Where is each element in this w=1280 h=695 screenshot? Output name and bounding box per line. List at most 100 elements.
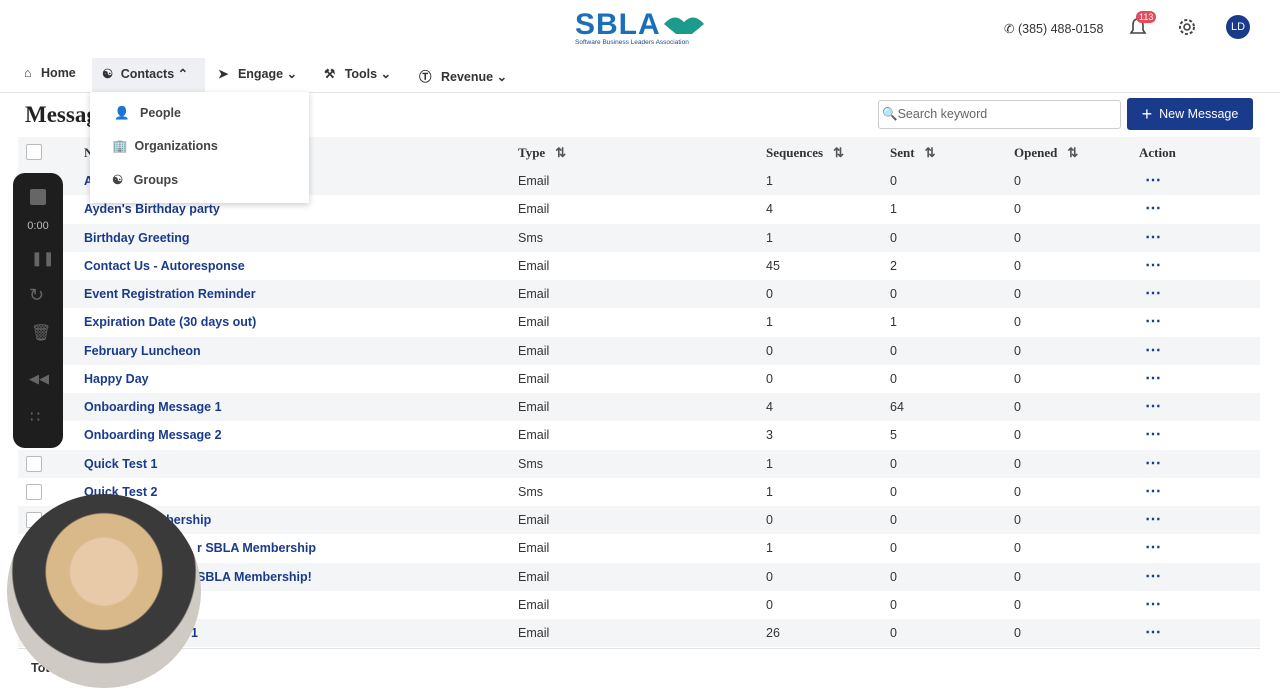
cell: Email (518, 541, 550, 556)
column-header[interactable]: Sequences ⇅ (766, 145, 844, 160)
settings[interactable] (1176, 16, 1198, 38)
action-menu[interactable]: ⋯ (1145, 595, 1161, 613)
message-name[interactable]: SBLA Membership! (197, 569, 312, 584)
cell: 1 (766, 456, 773, 471)
column-header: Action (1139, 145, 1176, 160)
collapse[interactable]: ◀◀ (29, 371, 49, 386)
message-name[interactable]: Contact Us - Autoresponse (84, 258, 245, 273)
action-menu[interactable]: ⋯ (1145, 172, 1161, 189)
cell: 0 (890, 456, 897, 471)
cell: Email (518, 428, 550, 443)
action-menu[interactable]: ⋯ (1145, 228, 1161, 246)
dropdown-item[interactable]: ☯ Groups (112, 173, 179, 187)
action-menu[interactable]: ⋯ (1145, 454, 1161, 472)
checkbox[interactable] (26, 483, 42, 500)
action-menu[interactable]: ⋯ (1145, 567, 1161, 585)
column-header[interactable]: Opened ⇅ (1014, 145, 1079, 160)
cell: 4 (766, 202, 773, 217)
cell: 0 (1014, 202, 1021, 217)
cell: 0 (1014, 456, 1021, 471)
action-menu[interactable]: ⋯ (1145, 313, 1161, 331)
message-name[interactable]: February Luncheon (84, 343, 201, 358)
grid[interactable]: ∷ (30, 409, 41, 426)
message-name[interactable]: r SBLA Membership (197, 541, 317, 556)
cell: 0 (1014, 174, 1021, 188)
message-name[interactable]: Ayden's Birthday party (84, 202, 220, 217)
cell: 3 (766, 428, 773, 443)
checkbox[interactable] (26, 455, 42, 472)
table-footer (18, 648, 1260, 691)
phone[interactable]: ✆ (385) 488-0158 (1004, 22, 1104, 36)
nav-item[interactable]: ⌂ Home (24, 66, 76, 80)
cell: 0 (890, 626, 897, 640)
action-menu[interactable]: ⋯ (1145, 482, 1161, 500)
dropdown-item[interactable]: 🏢 Organizations (112, 139, 218, 153)
search[interactable]: 🔍Search keyword (878, 100, 1121, 129)
cell: 0 (1014, 258, 1021, 273)
cell: 0 (1014, 400, 1021, 414)
cell: Email (518, 202, 550, 217)
cell: 0 (890, 484, 897, 499)
message-name[interactable]: Happy Day (84, 371, 149, 386)
message-name[interactable]: Event Registration Reminder (84, 287, 256, 301)
message-name[interactable]: Birthday Greeting (84, 230, 190, 245)
cell: 0 (1014, 541, 1021, 556)
avatar[interactable]: LD (1226, 15, 1250, 39)
new-message-button[interactable]: + New Message (1127, 98, 1253, 130)
cell: 45 (766, 258, 780, 273)
stop-button[interactable] (30, 189, 46, 205)
action-menu[interactable]: ⋯ (1145, 426, 1161, 444)
cell: Email (518, 174, 550, 188)
sort-icon: ⇅ (1067, 145, 1079, 160)
cell: 0 (1014, 230, 1021, 245)
dropdown-label: Groups (133, 173, 179, 187)
cell: 1 (766, 541, 773, 556)
column-header[interactable]: Sent ⇅ (890, 145, 936, 160)
nav-item[interactable]: ☯ Contacts ⌃ (102, 67, 189, 81)
restart[interactable]: ↻ (29, 285, 45, 305)
cell: 1 (766, 315, 773, 330)
message-name[interactable]: Expiration Date (30 days out) (84, 315, 257, 330)
cell: 0 (766, 287, 773, 301)
nav-item[interactable]: ➤ Engage ⌄ (218, 67, 298, 81)
pause[interactable]: ❚❚ (31, 250, 55, 266)
nav-item[interactable]: ⚒ Tools ⌄ (324, 67, 392, 81)
search-placeholder: Search keyword (897, 107, 988, 121)
table-row: February Luncheon Email 0 0 0 ⋯ (18, 336, 1260, 365)
cell: 1 (890, 315, 897, 330)
action-menu[interactable]: ⋯ (1145, 256, 1161, 274)
cell: 26 (766, 626, 780, 640)
action-menu[interactable]: ⋯ (1145, 200, 1161, 218)
nav-item[interactable]: Ⓣ Revenue ⌄ (419, 70, 508, 84)
message-name[interactable]: Quick Test 1 (84, 456, 158, 471)
cell: 0 (1014, 626, 1021, 640)
action-menu[interactable]: ⋯ (1145, 285, 1161, 302)
message-name[interactable]: A (84, 174, 94, 188)
message-name[interactable]: 1 (191, 626, 198, 640)
cell: 64 (890, 400, 904, 414)
cell: 0 (1014, 484, 1021, 499)
nav-label: Revenue (440, 70, 494, 84)
dropdown-item[interactable]: 👤 People (114, 106, 181, 120)
message-name[interactable]: Onboarding Message 1 (84, 400, 222, 414)
delete[interactable]: 🗑 (31, 325, 52, 342)
action-menu[interactable]: ⋯ (1145, 398, 1161, 415)
cell: 0 (890, 513, 897, 527)
table-row: Contact Us - Autoresponse Email 45 2 0 ⋯ (18, 252, 1260, 280)
action-menu[interactable]: ⋯ (1145, 341, 1161, 359)
action-menu[interactable]: ⋯ (1145, 369, 1161, 387)
column-header[interactable]: Type ⇅ (518, 145, 567, 160)
cell: 0 (890, 287, 897, 301)
action-menu[interactable]: ⋯ (1145, 511, 1161, 528)
cell: Email (518, 287, 550, 301)
cell: 0 (766, 597, 773, 612)
table-row: Birthday Greeting Sms 1 0 0 ⋯ (18, 223, 1260, 252)
message-name[interactable]: Onboarding Message 2 (84, 428, 222, 443)
action-menu[interactable]: ⋯ (1145, 624, 1161, 641)
nav-label: Contacts (120, 67, 175, 81)
table-row: SBLA Membership! Email 0 0 0 ⋯ (18, 562, 1260, 591)
action-menu[interactable]: ⋯ (1145, 539, 1161, 557)
nav-label: Engage (237, 67, 284, 81)
cell: 0 (766, 343, 773, 358)
